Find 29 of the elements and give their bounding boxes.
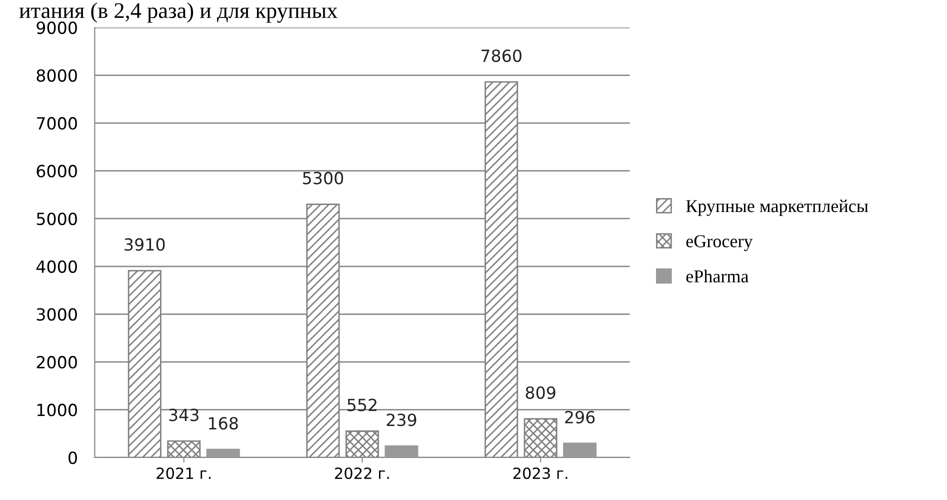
y-tick-label: 5000: [36, 212, 77, 226]
legend-label: ePharma: [686, 270, 749, 282]
data-label: 5300: [303, 172, 344, 184]
bar: [206, 448, 240, 458]
data-label: 3910: [124, 238, 165, 251]
y-tick-label: 9000: [36, 21, 77, 34]
x-tick-label: 2023 г.: [513, 467, 568, 480]
data-label: 343: [169, 408, 198, 422]
y-tick-label: 6000: [36, 164, 77, 178]
data-label: 296: [565, 410, 595, 424]
bar: [563, 442, 597, 458]
y-tick-label: 2000: [36, 356, 77, 369]
y-tick-label: 3000: [36, 308, 77, 321]
bar: [384, 445, 418, 458]
y-tick-label: 8000: [36, 69, 77, 82]
data-label: 7860: [482, 49, 522, 62]
data-label: 168: [209, 416, 238, 430]
data-label: 552: [348, 398, 376, 412]
y-tick-label: 0: [68, 451, 77, 464]
x-tick-label: 2022 г.: [335, 467, 389, 480]
data-label: 239: [386, 414, 416, 426]
data-label: 809: [526, 386, 556, 399]
legend-label: eGrocery: [686, 235, 753, 252]
y-tick-label: 4000: [36, 260, 77, 273]
legend-label: Крупные маркетплейсы: [686, 200, 868, 216]
y-tick-label: 1000: [37, 404, 77, 416]
text: итания (в 2,4 раза) и для крупных: [19, 2, 338, 23]
y-tick-label: 7000: [36, 117, 77, 130]
x-tick-label: 2021 г.: [156, 467, 211, 480]
